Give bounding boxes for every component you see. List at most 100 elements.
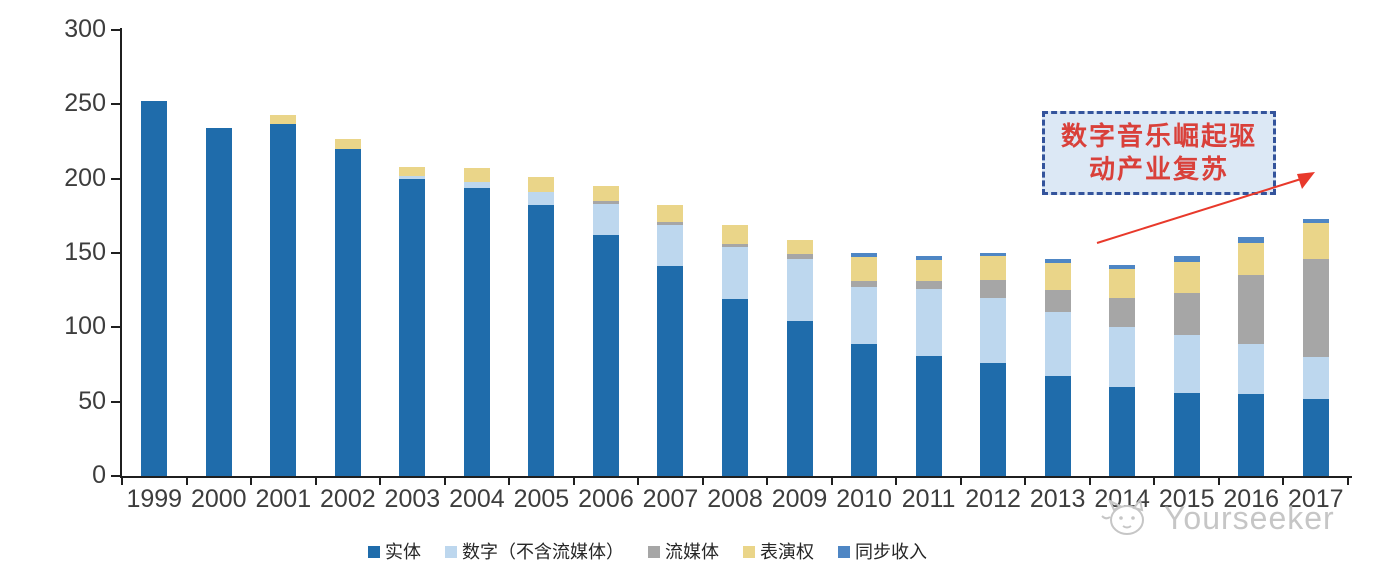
bar-2001-实体 (270, 123, 297, 476)
bar-2007-数字（不含流媒体） (657, 224, 684, 267)
x-axis-tick (637, 478, 640, 485)
bar-2009-表演权 (786, 239, 813, 255)
y-axis-tick (111, 252, 120, 254)
y-axis-label: 150 (64, 238, 106, 266)
x-axis-label: 2008 (707, 485, 763, 513)
x-axis-tick (959, 478, 962, 485)
bar-2009-数字（不含流媒体） (786, 258, 813, 322)
bar-2015-数字（不含流媒体） (1173, 334, 1200, 393)
legend-swatch-icon (368, 546, 380, 558)
y-axis-label: 200 (64, 163, 106, 192)
yourseeker-cat-icon (1101, 498, 1144, 535)
bar-2000-实体 (205, 128, 232, 476)
bar-2013-同步收入 (1044, 258, 1071, 264)
x-axis-tick (895, 478, 898, 485)
legend-item: 流媒体 (648, 543, 719, 561)
legend-item: 表演权 (743, 543, 814, 561)
y-axis-tick (111, 177, 120, 180)
watermark: Yourseeker (1100, 498, 1335, 538)
x-axis-tick (185, 478, 188, 485)
y-axis-tick (111, 29, 120, 31)
legend-label: 表演权 (760, 542, 814, 562)
y-axis-label: 0 (92, 461, 106, 489)
x-axis-label: 2015 (1158, 485, 1215, 513)
bar-2013-数字（不含流媒体） (1044, 312, 1071, 377)
x-axis-tick (1282, 478, 1285, 485)
legend-swatch-icon (743, 546, 755, 558)
x-axis-tick (701, 478, 704, 485)
bar-2012-实体 (980, 363, 1007, 476)
x-axis-tick (443, 478, 446, 485)
y-axis-line (120, 28, 122, 478)
x-axis-tick (1024, 478, 1027, 485)
bar-2008-表演权 (722, 224, 748, 245)
bar-2004-实体 (463, 187, 490, 476)
legend-swatch-icon (445, 546, 457, 558)
bar-2014-流媒体 (1109, 297, 1136, 328)
bar-2010-流媒体 (851, 281, 878, 288)
bar-2017-流媒体 (1302, 258, 1329, 358)
x-axis-tick (379, 478, 382, 485)
bar-2016-实体 (1238, 394, 1265, 476)
bar-2006-数字（不含流媒体） (592, 203, 619, 236)
x-axis-label: 2013 (1029, 485, 1086, 513)
x-axis-label: 2011 (901, 485, 956, 513)
bar-2007-表演权 (657, 205, 684, 222)
bar-2008-数字（不含流媒体） (722, 247, 748, 300)
bar-2014-数字（不含流媒体） (1109, 327, 1136, 387)
x-axis-label: 2007 (642, 485, 699, 513)
x-axis-label: 2003 (384, 485, 441, 513)
bar-2013-实体 (1044, 376, 1071, 476)
bar-2003-表演权 (399, 166, 426, 176)
x-axis-tick (1088, 478, 1091, 485)
bar-2006-流媒体 (592, 200, 619, 204)
watermark-text: Yourseeker (1164, 499, 1335, 536)
bar-2011-实体 (915, 355, 942, 476)
bar-2016-流媒体 (1238, 275, 1265, 344)
bar-2017-同步收入 (1302, 218, 1329, 224)
bar-2015-同步收入 (1173, 255, 1200, 262)
bar-1999-实体 (141, 101, 168, 476)
legend-item: 数字（不含流媒体） (445, 543, 624, 561)
y-axis-tick (111, 326, 120, 329)
y-axis-label: 50 (78, 386, 106, 415)
legend: 实体 数字（不含流媒体） 流媒体 表演权 同步收入 (368, 543, 927, 561)
bar-2006-实体 (592, 235, 619, 476)
x-axis-label: 2012 (965, 485, 1021, 513)
annotation-text-line1: 数字音乐崛起驱 (1060, 122, 1257, 151)
bar-2009-实体 (786, 321, 813, 476)
annotation-text-line2: 动产业复苏 (1088, 155, 1229, 184)
bar-2014-同步收入 (1109, 264, 1136, 270)
bar-2013-表演权 (1044, 263, 1071, 291)
bar-2005-表演权 (528, 177, 555, 193)
bar-2010-实体 (851, 343, 878, 476)
x-axis-tick (314, 478, 317, 485)
y-axis-label: 100 (64, 312, 106, 341)
y-axis-label: 300 (64, 15, 106, 43)
x-axis-tick (1217, 478, 1220, 485)
bar-2012-流媒体 (980, 279, 1007, 298)
x-axis-label: 2006 (578, 485, 634, 513)
x-axis-label: 2009 (771, 485, 828, 513)
legend-item: 实体 (368, 543, 421, 561)
legend-label: 同步收入 (855, 542, 927, 562)
bar-2004-数字（不含流媒体） (463, 181, 490, 188)
x-axis-tick (572, 478, 575, 485)
bar-2015-实体 (1173, 392, 1200, 476)
legend-swatch-icon (838, 546, 850, 558)
bar-2011-同步收入 (915, 255, 942, 261)
bar-2007-流媒体 (657, 221, 684, 225)
legend-swatch-icon (648, 546, 660, 558)
x-axis-tick (250, 478, 253, 485)
legend-label: 实体 (385, 542, 421, 562)
legend-item: 同步收入 (838, 543, 927, 561)
y-axis-label: 250 (64, 89, 106, 118)
x-axis-label: 2005 (513, 485, 570, 513)
bar-2002-实体 (334, 148, 361, 476)
bar-2016-数字（不含流媒体） (1238, 343, 1265, 395)
x-axis-tick (1153, 478, 1156, 485)
x-axis-label: 2002 (320, 485, 376, 513)
bar-2010-同步收入 (851, 253, 878, 258)
y-axis-tick (111, 400, 120, 403)
bar-2008-流媒体 (722, 244, 748, 248)
